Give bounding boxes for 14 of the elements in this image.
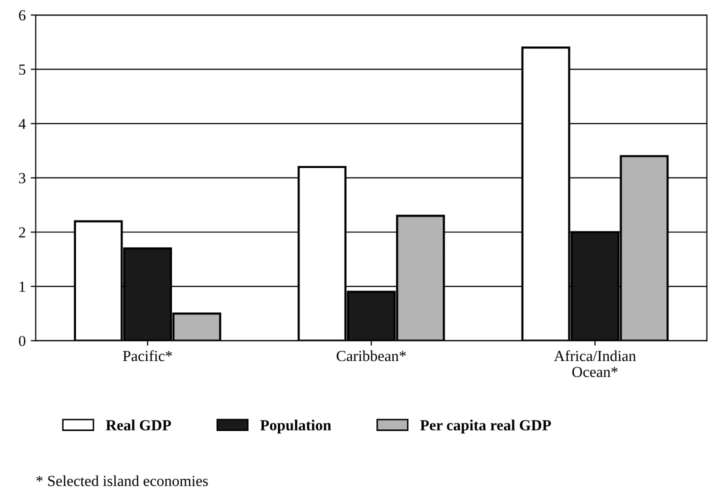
y-tick-label: 0 xyxy=(18,336,26,346)
y-tick-label: 2 xyxy=(19,227,26,238)
legend-label: Real GDP xyxy=(106,420,171,430)
y-tick-label: 3 xyxy=(19,173,26,184)
legend-label: Per capita real GDP xyxy=(420,420,551,434)
text: * Selected island economies xyxy=(36,475,208,486)
legend-label: Population xyxy=(260,420,332,434)
x-tick-label: Africa/Indian Ocean* xyxy=(554,350,636,378)
x-tick-label: Pacific* xyxy=(122,350,172,362)
y-tick-label: 1 xyxy=(20,282,26,292)
x-tick-label: Caribbean* xyxy=(336,350,406,362)
y-tick-label: 6 xyxy=(18,10,26,20)
y-tick-label: 4 xyxy=(18,118,26,129)
y-tick-label: 5 xyxy=(19,64,26,75)
